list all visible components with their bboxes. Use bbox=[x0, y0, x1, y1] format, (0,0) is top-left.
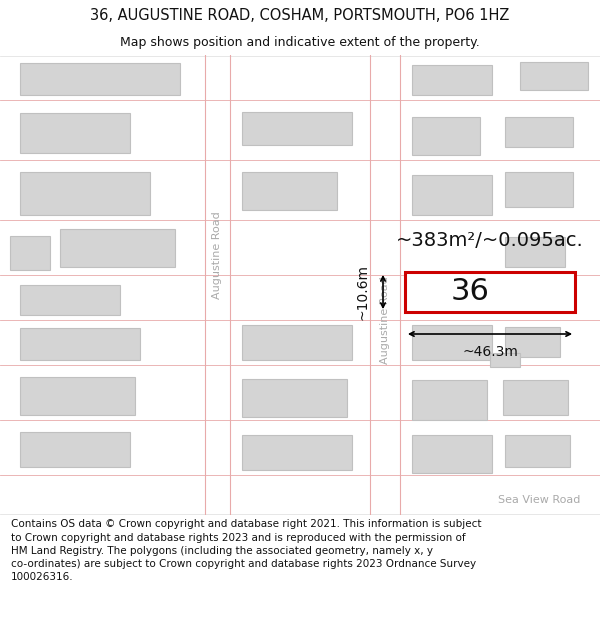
Text: Contains OS data © Crown copyright and database right 2021. This information is : Contains OS data © Crown copyright and d… bbox=[11, 519, 481, 582]
Bar bbox=[503, 380, 568, 415]
Bar bbox=[20, 285, 120, 315]
Text: 36: 36 bbox=[450, 278, 489, 306]
Text: ~383m²/~0.095ac.: ~383m²/~0.095ac. bbox=[396, 231, 584, 249]
Text: Sea View Road: Sea View Road bbox=[497, 495, 580, 505]
Text: ~46.3m: ~46.3m bbox=[462, 345, 518, 359]
Text: ~10.6m: ~10.6m bbox=[356, 264, 370, 320]
Bar bbox=[520, 62, 588, 90]
Bar bbox=[505, 237, 565, 267]
Text: 36, AUGUSTINE ROAD, COSHAM, PORTSMOUTH, PO6 1HZ: 36, AUGUSTINE ROAD, COSHAM, PORTSMOUTH, … bbox=[91, 8, 509, 23]
Bar bbox=[20, 432, 130, 467]
Bar bbox=[412, 380, 487, 420]
Bar bbox=[242, 112, 352, 145]
Bar bbox=[412, 175, 492, 215]
Bar bbox=[242, 435, 352, 470]
Bar bbox=[20, 377, 135, 415]
Bar bbox=[10, 236, 50, 270]
Bar bbox=[505, 435, 570, 467]
Bar bbox=[20, 172, 150, 215]
Bar bbox=[20, 113, 130, 153]
Bar bbox=[242, 172, 337, 210]
Bar bbox=[505, 327, 560, 357]
Text: Map shows position and indicative extent of the property.: Map shows position and indicative extent… bbox=[120, 36, 480, 49]
Bar bbox=[412, 65, 492, 95]
Bar bbox=[242, 325, 352, 360]
Bar bbox=[20, 63, 180, 95]
Bar bbox=[405, 272, 575, 312]
Bar bbox=[505, 117, 573, 147]
Bar bbox=[412, 435, 492, 473]
Bar bbox=[242, 379, 347, 417]
Bar bbox=[490, 353, 520, 367]
Bar bbox=[412, 325, 492, 360]
Bar bbox=[412, 117, 480, 155]
Bar bbox=[20, 328, 140, 360]
Bar bbox=[505, 172, 573, 207]
Text: Augustine Road: Augustine Road bbox=[380, 276, 390, 364]
Bar bbox=[60, 229, 175, 267]
Text: Augustine Road: Augustine Road bbox=[212, 211, 223, 299]
